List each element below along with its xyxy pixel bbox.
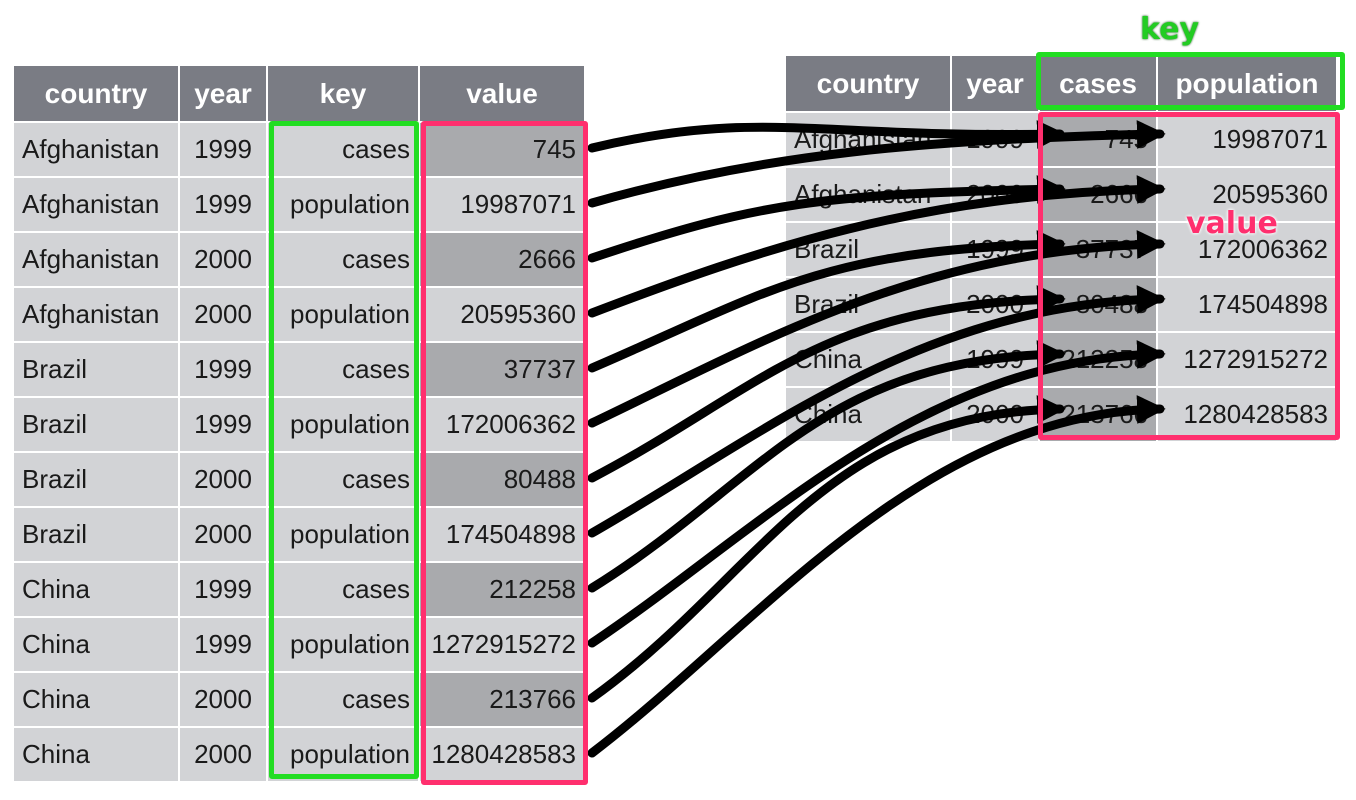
country-cell: China bbox=[14, 618, 180, 673]
value-cell: 80488 bbox=[420, 453, 586, 508]
key-cell: population bbox=[268, 178, 420, 233]
year-cell: 1999 bbox=[180, 178, 268, 233]
header-cases: cases bbox=[1040, 56, 1158, 113]
header-year: year bbox=[180, 66, 268, 123]
value-label: value bbox=[1186, 206, 1278, 241]
year-cell: 1999 bbox=[952, 223, 1040, 278]
country-cell: Afghanistan bbox=[14, 123, 180, 178]
country-cell: China bbox=[786, 388, 952, 443]
long-table: country year key value Afghanistan 1999 ca… bbox=[14, 66, 586, 783]
year-cell: 1999 bbox=[952, 113, 1040, 168]
table-row: China 2000 population 1280428583 bbox=[14, 728, 586, 783]
header-country: country bbox=[786, 56, 952, 113]
key-cell: cases bbox=[268, 123, 420, 178]
value-cell: 212258 bbox=[420, 563, 586, 618]
header-country: country bbox=[14, 66, 180, 123]
year-cell: 1999 bbox=[180, 563, 268, 618]
country-cell: China bbox=[14, 673, 180, 728]
year-cell: 2000 bbox=[180, 673, 268, 728]
year-cell: 1999 bbox=[180, 398, 268, 453]
population-cell: 19987071 bbox=[1158, 113, 1338, 168]
key-cell: cases bbox=[268, 453, 420, 508]
key-cell: cases bbox=[268, 343, 420, 398]
year-cell: 2000 bbox=[180, 728, 268, 783]
country-cell: Brazil bbox=[14, 398, 180, 453]
table-row: Brazil 2000 cases 80488 bbox=[14, 453, 586, 508]
country-cell: Afghanistan bbox=[786, 113, 952, 168]
year-cell: 1999 bbox=[180, 618, 268, 673]
country-cell: Brazil bbox=[14, 453, 180, 508]
table-row: China 2000 cases 213766 bbox=[14, 673, 586, 728]
value-cell: 745 bbox=[420, 123, 586, 178]
value-column-highlight bbox=[421, 121, 588, 785]
key-cell: population bbox=[268, 398, 420, 453]
country-cell: Brazil bbox=[786, 223, 952, 278]
country-cell: Afghanistan bbox=[14, 233, 180, 288]
table-row: Afghanistan 1999 cases 745 bbox=[14, 123, 586, 178]
population-cell: 172006362 bbox=[1158, 223, 1338, 278]
key-cell: population bbox=[268, 728, 420, 783]
key-cell: cases bbox=[268, 563, 420, 618]
table-row: China 1999 population 1272915272 bbox=[14, 618, 586, 673]
year-cell: 2000 bbox=[952, 388, 1040, 443]
year-cell: 2000 bbox=[952, 278, 1040, 333]
header-value: value bbox=[420, 66, 586, 123]
country-cell: China bbox=[14, 728, 180, 783]
key-header-highlight bbox=[1036, 52, 1345, 110]
table-row: China 1999 cases 212258 bbox=[14, 563, 586, 618]
population-cell: 20595360 bbox=[1158, 168, 1338, 223]
year-cell: 1999 bbox=[180, 343, 268, 398]
key-cell: population bbox=[268, 508, 420, 563]
country-cell: Afghanistan bbox=[14, 288, 180, 343]
table-row: Brazil 1999 cases 37737 bbox=[14, 343, 586, 398]
long-table-header-row: country year key value bbox=[14, 66, 586, 123]
key-column-highlight bbox=[269, 121, 419, 779]
key-cell: cases bbox=[268, 233, 420, 288]
key-cell: cases bbox=[268, 673, 420, 728]
arrow-12 bbox=[587, 395, 1166, 758]
country-cell: Brazil bbox=[14, 343, 180, 398]
population-cell: 174504898 bbox=[1158, 278, 1338, 333]
wide-table-header-row: country year cases population bbox=[786, 56, 1338, 113]
year-cell: 1999 bbox=[952, 333, 1040, 388]
value-cell: 19987071 bbox=[420, 178, 586, 233]
country-cell: Brazil bbox=[14, 508, 180, 563]
table-row: Afghanistan 2000 population 20595360 bbox=[14, 288, 586, 343]
key-cell: population bbox=[268, 288, 420, 343]
population-cell: 1272915272 bbox=[1158, 333, 1338, 388]
value-cell: 37737 bbox=[420, 343, 586, 398]
value-cell: 20595360 bbox=[420, 288, 586, 343]
header-key: key bbox=[268, 66, 420, 123]
year-cell: 2000 bbox=[180, 453, 268, 508]
key-label: key bbox=[1140, 12, 1200, 47]
key-cell: population bbox=[268, 618, 420, 673]
year-cell: 2000 bbox=[180, 288, 268, 343]
country-cell: China bbox=[786, 333, 952, 388]
table-row: Brazil 1999 population 172006362 bbox=[14, 398, 586, 453]
population-cell: 1280428583 bbox=[1158, 388, 1338, 443]
header-year: year bbox=[952, 56, 1040, 113]
value-cell: 172006362 bbox=[420, 398, 586, 453]
country-cell: Brazil bbox=[786, 278, 952, 333]
country-cell: Afghanistan bbox=[786, 168, 952, 223]
country-cell: China bbox=[14, 563, 180, 618]
year-cell: 2000 bbox=[952, 168, 1040, 223]
value-cell: 174504898 bbox=[420, 508, 586, 563]
arrow-11 bbox=[587, 395, 1066, 703]
header-population: population bbox=[1158, 56, 1338, 113]
value-cell: 213766 bbox=[420, 673, 586, 728]
year-cell: 2000 bbox=[180, 508, 268, 563]
year-cell: 2000 bbox=[180, 233, 268, 288]
table-row: Afghanistan 1999 population 19987071 bbox=[14, 178, 586, 233]
value-cells-highlight bbox=[1038, 112, 1340, 440]
value-cell: 1272915272 bbox=[420, 618, 586, 673]
table-row: Brazil 2000 population 174504898 bbox=[14, 508, 586, 563]
country-cell: Afghanistan bbox=[14, 178, 180, 233]
year-cell: 1999 bbox=[180, 123, 268, 178]
